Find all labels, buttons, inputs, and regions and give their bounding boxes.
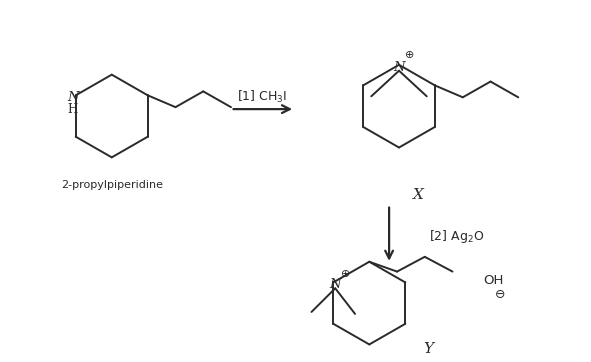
Text: OH: OH <box>483 274 504 287</box>
Text: N: N <box>67 91 79 104</box>
Text: N: N <box>329 278 341 291</box>
Text: $\oplus$: $\oplus$ <box>404 50 414 60</box>
Text: 2-propylpiperidine: 2-propylpiperidine <box>61 180 163 190</box>
Text: $\oplus$: $\oplus$ <box>340 268 350 279</box>
Text: X: X <box>413 188 424 202</box>
Text: [1] CH$_3$I: [1] CH$_3$I <box>237 89 287 105</box>
Text: Y: Y <box>424 342 434 356</box>
Text: $\ominus$: $\ominus$ <box>495 288 506 301</box>
Text: H: H <box>67 102 78 115</box>
Text: N: N <box>393 61 405 74</box>
Text: [2] Ag$_2$O: [2] Ag$_2$O <box>428 228 484 245</box>
